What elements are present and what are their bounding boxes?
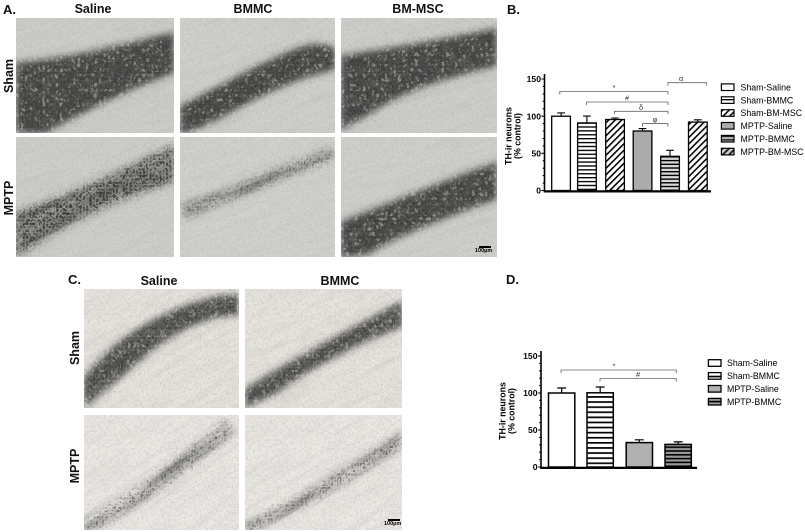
svg-text:*: * <box>613 362 616 371</box>
svg-text:Sham-Saline: Sham-Saline <box>741 82 791 92</box>
svg-text:α: α <box>679 74 684 83</box>
svg-text:MPTP-BM-MSC: MPTP-BM-MSC <box>741 147 805 157</box>
svg-text:50: 50 <box>531 149 541 159</box>
svg-text:#: # <box>636 370 641 379</box>
svg-text:Sham-BMMC: Sham-BMMC <box>727 371 780 381</box>
svg-text:Sham-BMMC: Sham-BMMC <box>741 95 794 105</box>
svg-text:TH-ir neurons: TH-ir neurons <box>498 382 508 440</box>
svg-text:MPTP-BMMC: MPTP-BMMC <box>727 397 782 407</box>
svg-text:0: 0 <box>536 186 541 196</box>
svg-text:TH-ir neurons: TH-ir neurons <box>505 107 514 165</box>
svg-text:0: 0 <box>533 462 538 472</box>
svg-text:MPTP-Saline: MPTP-Saline <box>727 384 779 394</box>
svg-text:100: 100 <box>527 111 542 121</box>
svg-text:(% control): (% control) <box>513 113 523 159</box>
svg-text:100: 100 <box>523 388 538 398</box>
svg-text:Sham-BM-MSC: Sham-BM-MSC <box>741 108 803 118</box>
svg-text:150: 150 <box>523 351 538 361</box>
svg-text:Sham-Saline: Sham-Saline <box>727 358 777 368</box>
svg-text:50: 50 <box>528 425 538 435</box>
svg-text:(% control): (% control) <box>507 388 517 434</box>
svg-text:150: 150 <box>527 74 542 84</box>
svg-text:δ: δ <box>639 103 643 112</box>
svg-text:#: # <box>625 94 630 103</box>
svg-text:φ: φ <box>653 115 658 124</box>
svg-text:*: * <box>612 83 615 92</box>
svg-text:MPTP-Saline: MPTP-Saline <box>741 121 793 131</box>
svg-text:MPTP-BMMC: MPTP-BMMC <box>741 134 796 144</box>
